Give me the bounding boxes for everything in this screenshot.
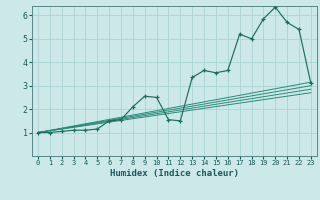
X-axis label: Humidex (Indice chaleur): Humidex (Indice chaleur) — [110, 169, 239, 178]
